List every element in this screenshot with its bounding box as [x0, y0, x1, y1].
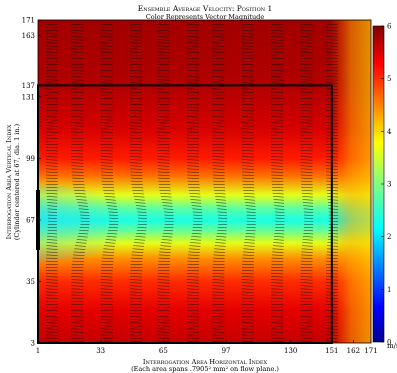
plot-frame: [37, 19, 372, 344]
vector-column: [45, 23, 58, 342]
vector-column: [271, 23, 285, 342]
vector-column: [241, 23, 256, 342]
vector-column: [100, 23, 119, 342]
vector-arrows: [212, 23, 228, 342]
y-axis-note: (Cylinder centered at 67, dia. 1 in.): [13, 123, 21, 240]
y-tick-label: 131: [22, 93, 35, 101]
vector-arrows: [241, 23, 256, 342]
vector-arrows: [100, 23, 119, 342]
x-tick-label: 65: [159, 347, 168, 355]
y-tick-label: 35: [26, 278, 35, 286]
colorbar-tick-label: 3: [387, 181, 391, 189]
vector-column: [300, 23, 314, 342]
y-tick-label: 67: [26, 216, 35, 224]
x-axis-note: (Each area spans .7905² mm² on flow plan…: [131, 365, 279, 373]
y-tick-label: 171: [22, 17, 35, 25]
vector-arrows: [300, 23, 314, 342]
plot-area: [38, 20, 371, 343]
colorbar-tick-label: 1: [387, 286, 391, 294]
colorbar-ticks: 0 1 2 3 4 5 6: [381, 23, 392, 347]
colorbar-tick-label: 2: [387, 233, 391, 241]
x-axis-ticks: 1 33 65 97 130 151 162 171: [36, 340, 378, 355]
chart-title: Ensemble Average Velocity: Position 1: [138, 4, 272, 13]
colorbar: 0 1 2 3 4 5 6 m/s: [372, 23, 397, 350]
y-tick-label: 3: [31, 340, 35, 348]
chart-subtitle: Color Represents Vector Magnitude: [146, 13, 264, 21]
colorbar-tick-label: 4: [387, 128, 392, 136]
y-tick-label: 163: [22, 32, 35, 40]
colorbar-tick-label: 6: [387, 23, 392, 31]
y-tick-label: 137: [22, 82, 35, 90]
x-tick-label: 1: [36, 347, 40, 355]
colorbar-unit: m/s: [387, 342, 397, 350]
y-tick-label: 99: [26, 155, 35, 163]
y-axis-label: Interrogation Area Vertical Index: [5, 124, 13, 239]
vector-arrows: [271, 23, 285, 342]
y-axis-ticks: 3 35 67 99 131 137 163 171: [22, 17, 41, 348]
vector-arrows: [45, 23, 58, 342]
x-tick-label: 130: [284, 347, 297, 355]
vector-column: [186, 23, 203, 342]
x-axis-label: Interrogation Area Horizontal Index: [143, 358, 268, 366]
colorbar-tick-label: 5: [387, 75, 391, 83]
vector-arrows: [186, 23, 203, 342]
x-tick-label: 162: [347, 347, 360, 355]
near-wake-region: [38, 185, 135, 261]
x-tick-label: 151: [325, 347, 338, 355]
vector-columns: [45, 23, 339, 342]
x-tick-label: 33: [96, 347, 105, 355]
outer-edge-region: [330, 20, 371, 343]
vector-arrows: [130, 23, 148, 342]
x-tick-label: 171: [364, 347, 377, 355]
vector-column: [212, 23, 228, 342]
x-tick-label: 97: [222, 347, 231, 355]
vector-arrows: [71, 23, 90, 342]
vector-column: [130, 23, 148, 342]
colorbar-tick-label: 0: [387, 339, 391, 347]
magnitude-field: [38, 20, 371, 343]
vector-column: [71, 23, 90, 342]
